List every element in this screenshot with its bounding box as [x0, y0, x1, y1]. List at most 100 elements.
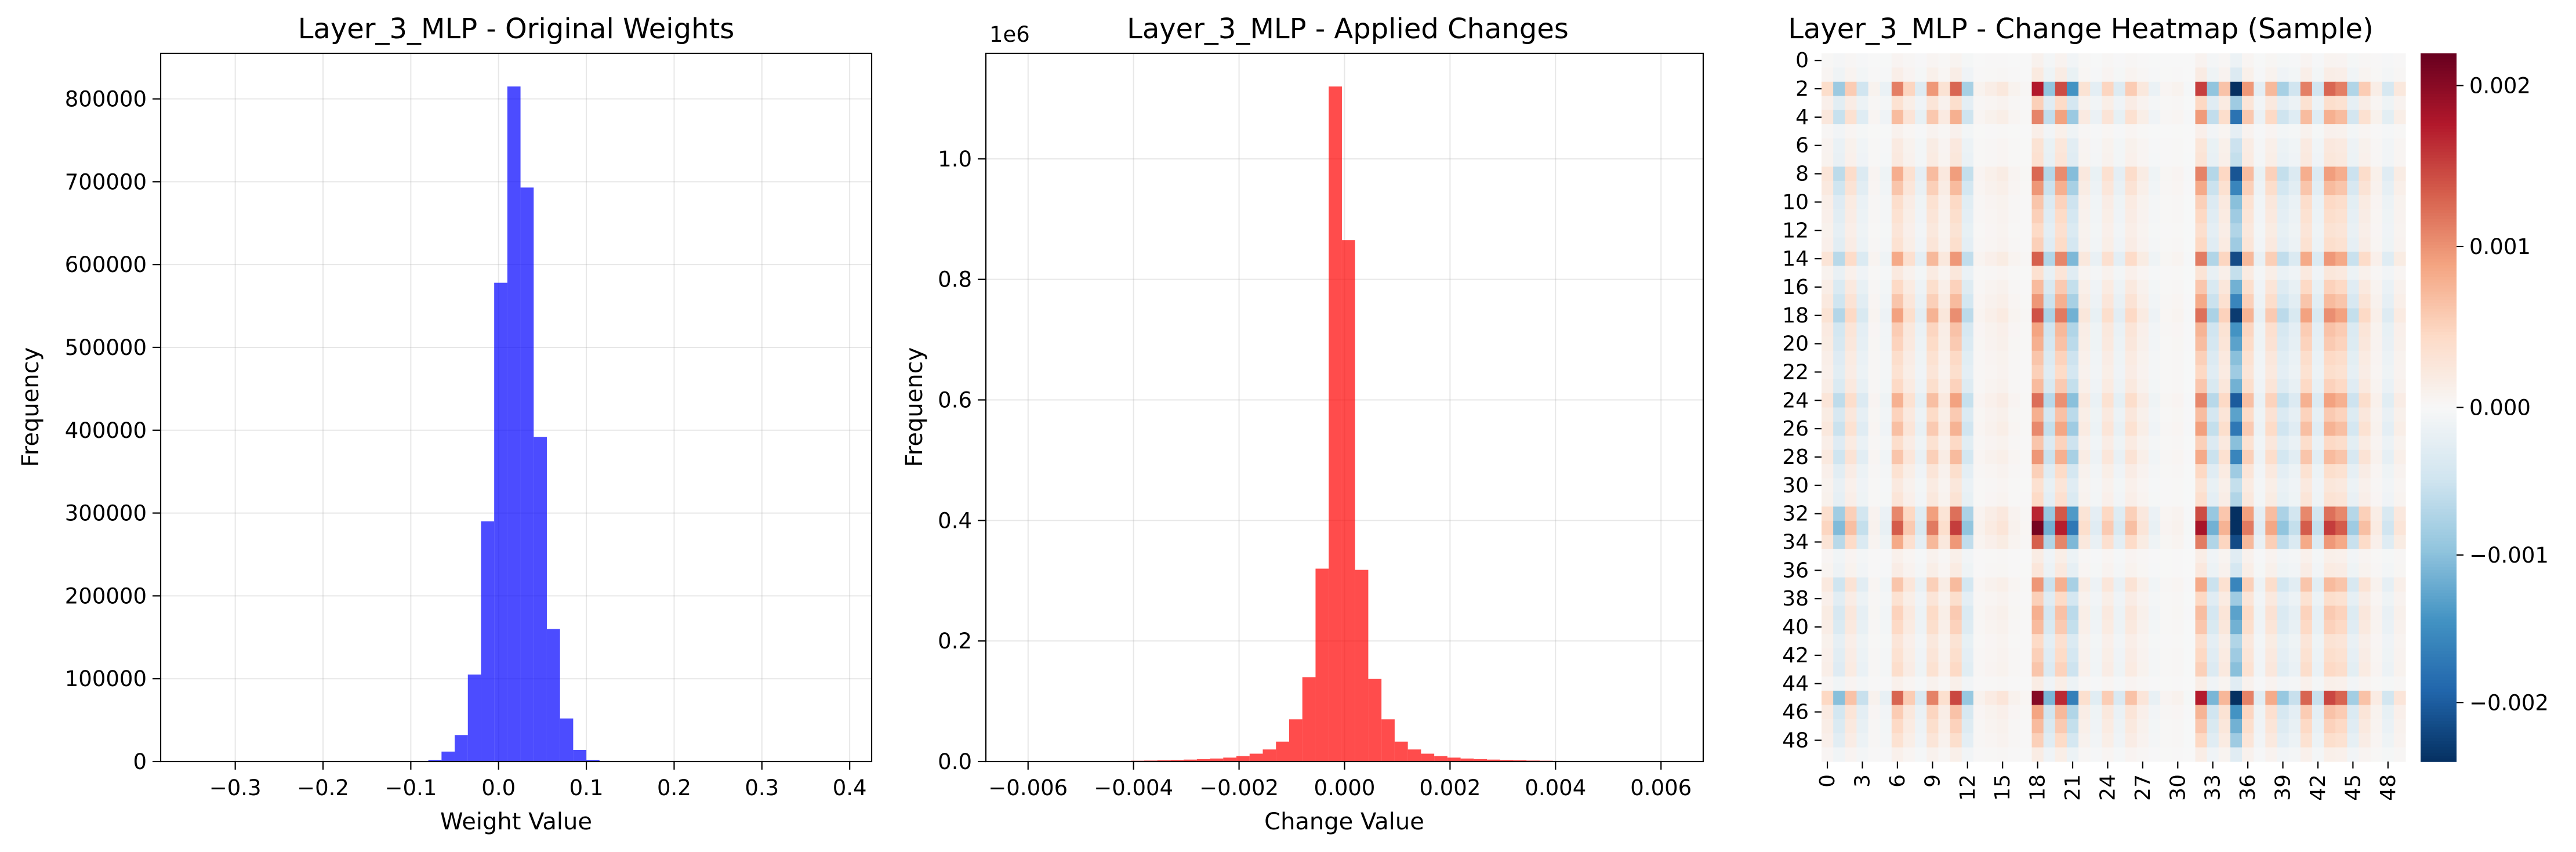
heatmap-cell: [2335, 520, 2348, 535]
heatmap-cell: [2066, 110, 2079, 125]
heatmap-cell: [1903, 577, 1915, 592]
heatmap-cell: [2055, 237, 2067, 252]
heatmap-cell: [2207, 464, 2219, 479]
heatmap-cell: [2078, 705, 2091, 720]
heatmap-cell: [2136, 747, 2149, 762]
heatmap-cell: [2207, 606, 2219, 621]
colorbar-segment: [2421, 227, 2457, 231]
heatmap-cell: [2300, 478, 2313, 493]
heatmap-cell: [2148, 138, 2161, 153]
heatmap-cell: [1915, 464, 1927, 479]
heatmap-cell: [2312, 606, 2324, 621]
heatmap-cell: [1891, 53, 1904, 68]
heatmap-cell: [1973, 648, 1986, 663]
heatmap-cell: [2347, 350, 2360, 365]
heatmap-cell: [2160, 195, 2172, 210]
heatmap-cell: [2125, 280, 2138, 295]
heatmap-cell: [2218, 67, 2231, 82]
heatmap-cell: [2242, 563, 2254, 578]
heatmap-cell: [1845, 577, 1857, 592]
heatmap-cell: [1845, 280, 1857, 295]
heatmap-cell: [2136, 606, 2149, 621]
heatmap-cell: [2300, 53, 2313, 68]
heatmap-cell: [2370, 195, 2383, 210]
heatmap-cell: [2020, 138, 2033, 153]
heatmap-cell: [2230, 577, 2243, 592]
heatmap-cell: [2277, 719, 2290, 734]
heatmap-cell: [2031, 634, 2044, 649]
colorbar-segment: [2421, 546, 2457, 550]
heatmap-cell: [1926, 719, 1939, 734]
heatmap-cell: [2078, 379, 2091, 394]
heatmap-cell: [1961, 421, 1974, 436]
heatmap-cell: [1915, 365, 1927, 380]
colorbar-segment: [2421, 108, 2457, 112]
heatmap-cell: [2277, 606, 2290, 621]
heatmap-cell: [2335, 180, 2348, 195]
heatmap-cell: [2031, 436, 2044, 451]
heatmap-cell: [1950, 365, 1962, 380]
heatmap-cell: [1926, 209, 1939, 224]
heatmap-cell: [2254, 53, 2266, 68]
heatmap-cell: [1938, 464, 1951, 479]
heatmap-cell: [2370, 124, 2383, 139]
heatmap-cell: [2288, 350, 2301, 365]
heatmap-cell: [2066, 280, 2079, 295]
heatmap-cell: [1833, 563, 1845, 578]
heatmap-cell: [2160, 676, 2172, 691]
heatmap-cell: [2242, 719, 2254, 734]
heatmap-cell: [2148, 195, 2161, 210]
heatmap-cell: [2148, 166, 2161, 182]
heatmap-cell: [2207, 67, 2219, 82]
heatmap-cell: [2335, 662, 2348, 677]
heatmap-cell: [1915, 393, 1927, 408]
heatmap-cell: [2335, 365, 2348, 380]
heatmap-cell: [1891, 180, 1904, 195]
heatmap-cell: [2160, 634, 2172, 649]
heatmap-cell: [2347, 322, 2360, 337]
heatmap-cell: [2288, 124, 2301, 139]
heatmap-cell: [1950, 676, 1962, 691]
heatmap-cell: [1891, 209, 1904, 224]
heatmap-cell: [1997, 690, 2009, 705]
heatmap-cell: [2288, 492, 2301, 507]
heatmap-cell: [2288, 237, 2301, 252]
heatmap-cell: [2300, 506, 2313, 521]
heatmap-cell: [1997, 407, 2009, 422]
heatmap-cell: [1903, 379, 1915, 394]
heatmap-cell: [1997, 436, 2009, 451]
heatmap-cell: [2359, 322, 2371, 337]
heatmap-cell: [1868, 549, 1881, 564]
heatmap-cell: [2183, 719, 2196, 734]
heatmap-cell: [1891, 336, 1904, 351]
heatmap-cell: [1915, 535, 1927, 550]
heatmap-cell: [2288, 110, 2301, 125]
x-tick-label: 3: [1851, 774, 1874, 788]
heatmap-cell: [1845, 449, 1857, 465]
heatmap-change-sample: Layer_3_MLP - Change Heatmap (Sample) 02…: [1782, 13, 2549, 801]
heatmap-cell: [2136, 53, 2149, 68]
colorbar-segment: [2421, 65, 2457, 68]
heatmap-cell: [2113, 180, 2126, 195]
colorbar-segment: [2421, 662, 2457, 666]
heatmap-cell: [2090, 266, 2102, 281]
heatmap-cell: [2335, 195, 2348, 210]
heatmap-cell: [1891, 436, 1904, 451]
heatmap-cell: [2113, 634, 2126, 649]
heatmap-cell: [1880, 747, 1892, 762]
heatmap-cell: [1961, 294, 1974, 309]
heatmap-cell: [1822, 294, 1834, 309]
heatmap-cell: [2312, 180, 2324, 195]
colorbar-segment: [2421, 169, 2457, 173]
heatmap-cell: [2347, 166, 2360, 182]
heatmap-cell: [2218, 648, 2231, 663]
heatmap-cell: [2324, 110, 2336, 125]
heatmap-cell: [2090, 379, 2102, 394]
heatmap-cell: [2031, 237, 2044, 252]
heatmap-cell: [2066, 350, 2079, 365]
heatmap-cell: [2160, 280, 2172, 295]
heatmap-cell: [1868, 53, 1881, 68]
heatmap-cell: [2393, 719, 2406, 734]
heatmap-cell: [2148, 520, 2161, 535]
heatmap-cell: [2183, 747, 2196, 762]
